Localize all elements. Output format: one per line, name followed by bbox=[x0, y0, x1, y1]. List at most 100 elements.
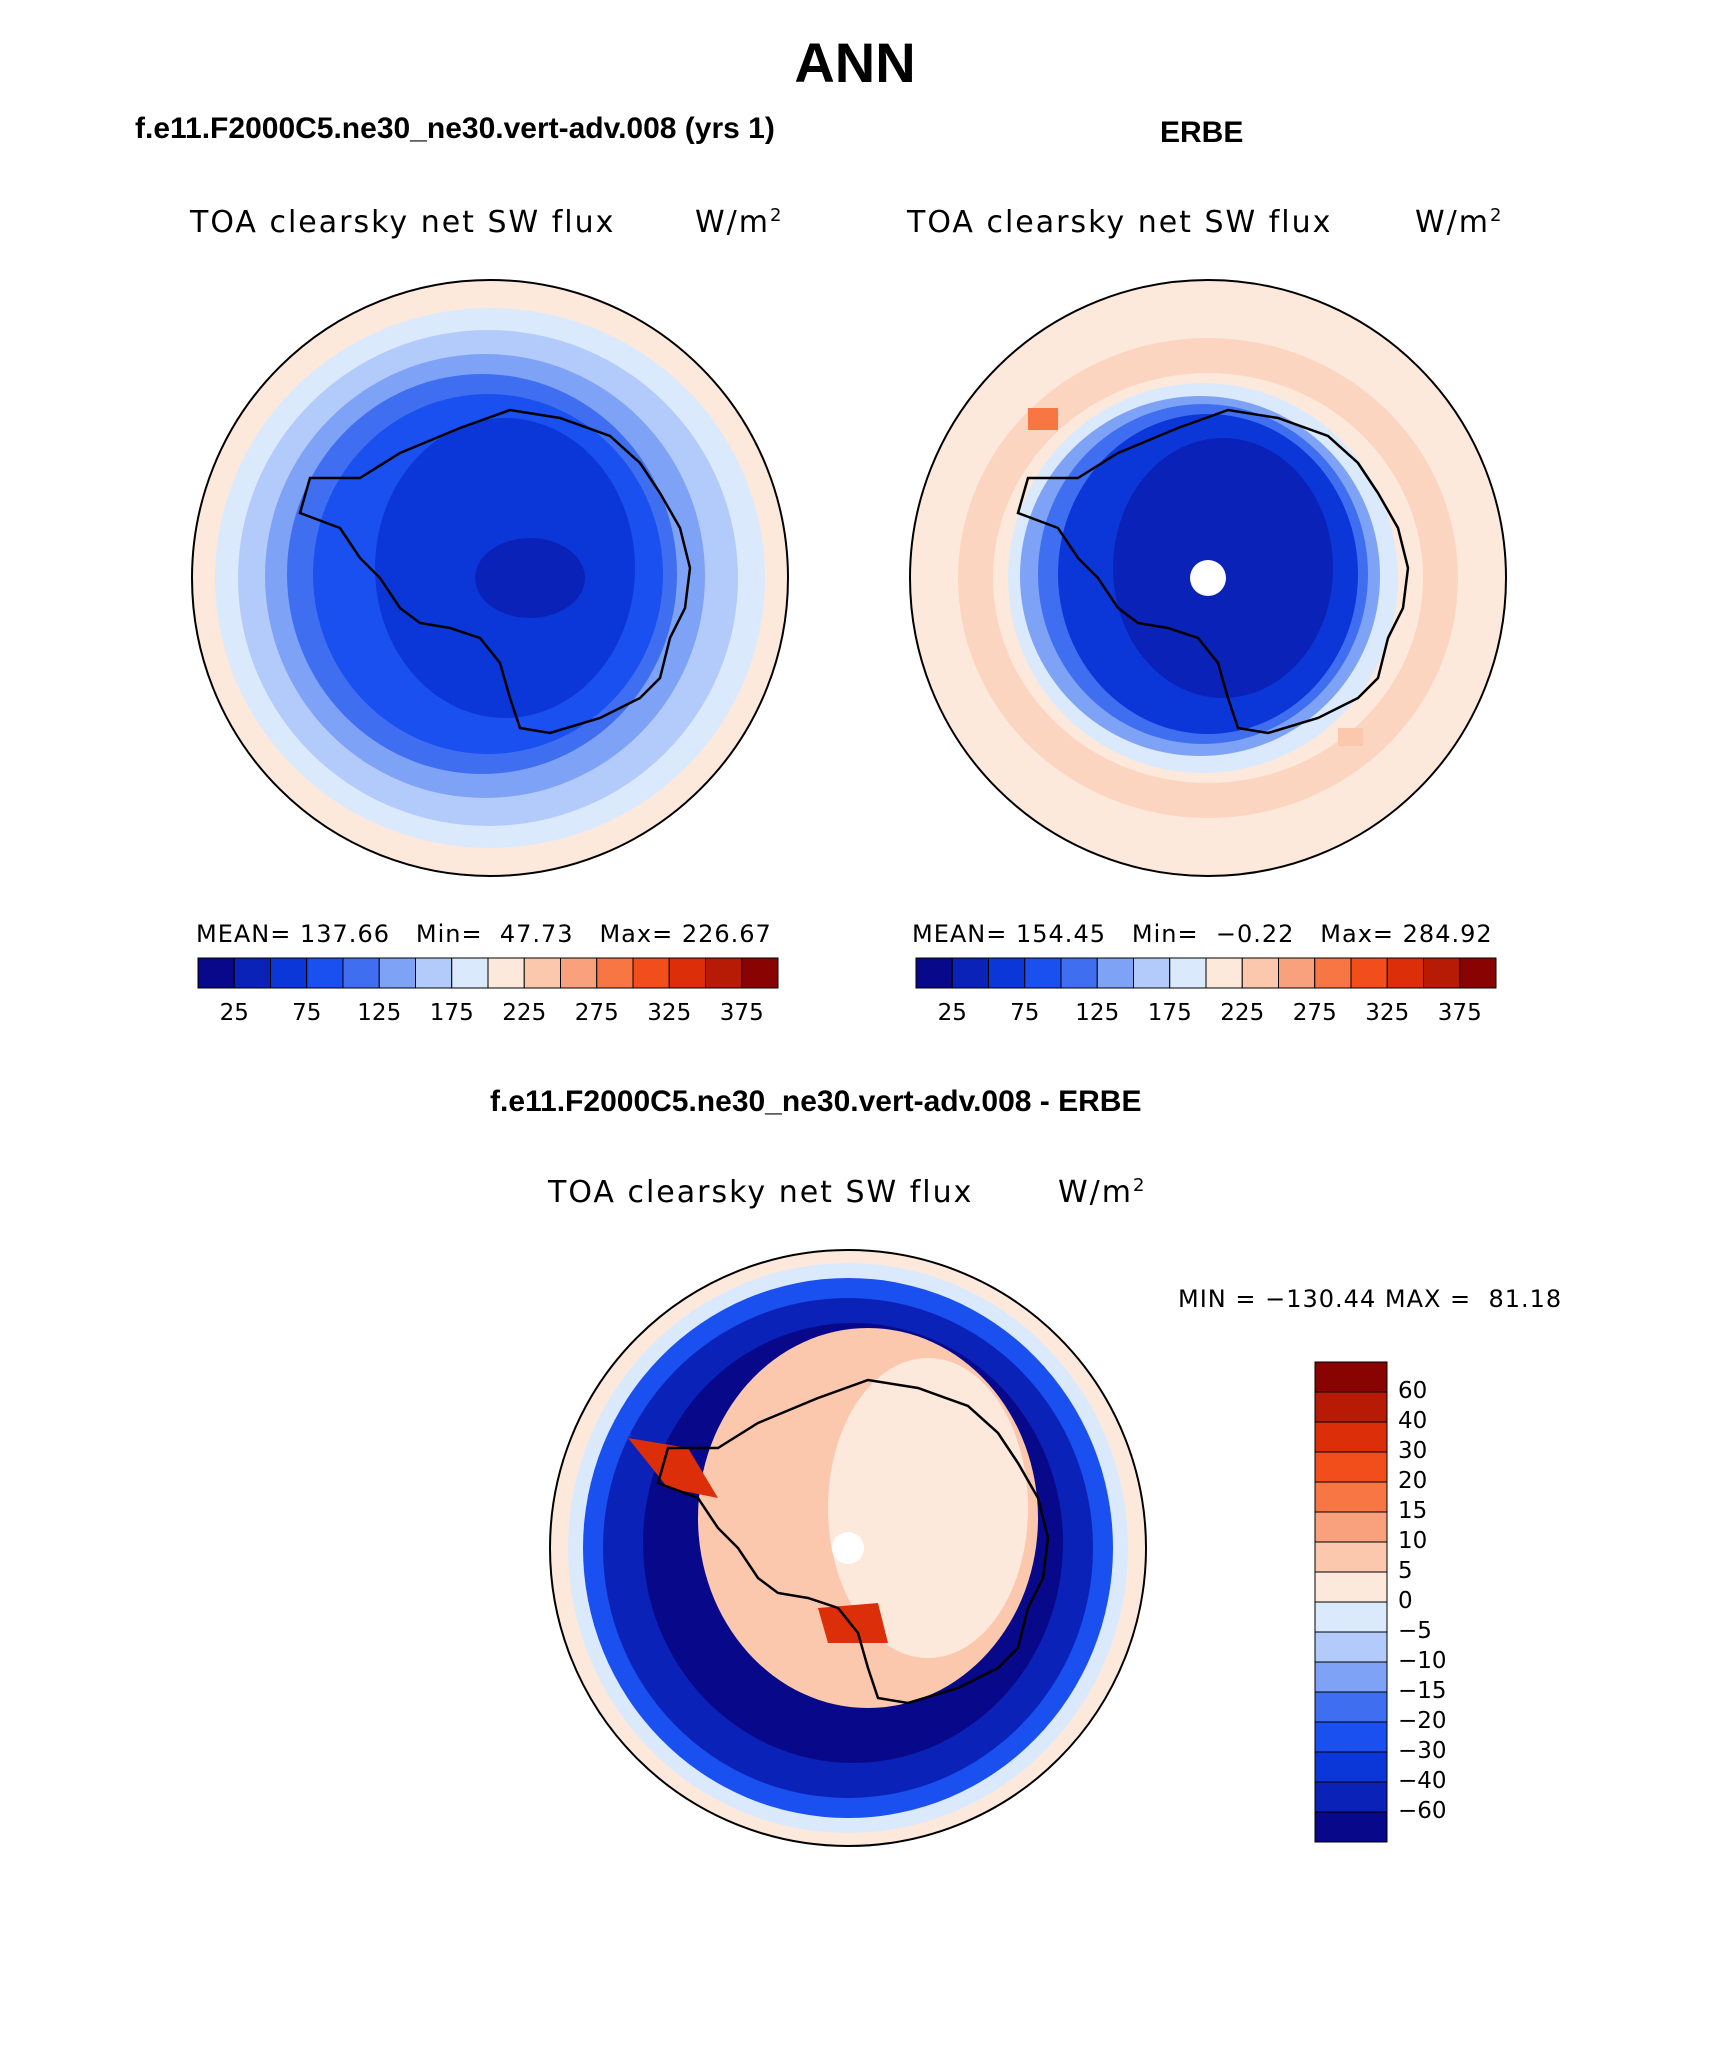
colorbar-swatch bbox=[1278, 957, 1316, 989]
colorbar-tick-label: 60 bbox=[1398, 1378, 1428, 1404]
colorbar-swatch bbox=[1423, 957, 1461, 989]
colorbar-swatch bbox=[1314, 1571, 1388, 1603]
colorbar-tick-label: 225 bbox=[502, 1000, 547, 1026]
colorbar-swatch bbox=[487, 957, 525, 989]
colorbar-tick-label: 275 bbox=[574, 1000, 619, 1026]
colorbar-tick-label: 375 bbox=[1437, 1000, 1482, 1026]
colorbar-tick-label: 75 bbox=[292, 1000, 322, 1026]
model-stats: MEAN= 137.66 Min= 47.73 Max= 226.67 bbox=[196, 920, 772, 948]
obs-stats: MEAN= 154.45 Min= −0.22 Max= 284.92 bbox=[912, 920, 1493, 948]
colorbar-tick-label: 175 bbox=[429, 1000, 474, 1026]
antarctica-coastline bbox=[298, 408, 692, 735]
model-colorbar-ticks: 25 75 125 175 225 275 325 375 bbox=[198, 1000, 778, 1030]
colorbar-swatch bbox=[1314, 957, 1352, 989]
colorbar-swatch bbox=[705, 957, 743, 989]
colorbar-swatch bbox=[1386, 957, 1424, 989]
colorbar-tick-label: −30 bbox=[1398, 1738, 1447, 1764]
colorbar-swatch bbox=[1314, 1781, 1388, 1813]
colorbar-swatch bbox=[1350, 957, 1388, 989]
colorbar-swatch bbox=[342, 957, 380, 989]
colorbar-swatch bbox=[1314, 1451, 1388, 1483]
colorbar-tick-label: 225 bbox=[1220, 1000, 1265, 1026]
colorbar-swatch bbox=[951, 957, 989, 989]
colorbar-swatch bbox=[632, 957, 670, 989]
colorbar-swatch bbox=[1314, 1361, 1388, 1393]
colorbar-swatch bbox=[378, 957, 416, 989]
colorbar-tick-label: −10 bbox=[1398, 1648, 1447, 1674]
colorbar-swatch bbox=[1314, 1421, 1388, 1453]
colorbar-swatch bbox=[233, 957, 271, 989]
colorbar-tick-label: 20 bbox=[1398, 1468, 1428, 1494]
colorbar-swatch bbox=[1314, 1511, 1388, 1543]
colorbar-tick-label: −20 bbox=[1398, 1708, 1447, 1734]
diff-minmax: MIN = −130.44 MAX = 81.18 bbox=[1178, 1285, 1563, 1313]
colorbar-swatch bbox=[1314, 1601, 1388, 1633]
colorbar-tick-label: 125 bbox=[357, 1000, 402, 1026]
colorbar-tick-label: 125 bbox=[1075, 1000, 1120, 1026]
colorbar-swatch bbox=[306, 957, 344, 989]
colorbar-tick-label: −5 bbox=[1398, 1618, 1432, 1644]
colorbar-swatch bbox=[1133, 957, 1171, 989]
colorbar-swatch bbox=[1314, 1631, 1388, 1663]
antarctica-coastline bbox=[656, 1378, 1050, 1705]
colorbar-tick-label: 75 bbox=[1010, 1000, 1040, 1026]
colorbar-tick-label: 15 bbox=[1398, 1498, 1428, 1524]
colorbar-tick-label: 325 bbox=[1365, 1000, 1410, 1026]
obs-case-label: ERBE bbox=[1160, 116, 1244, 149]
colorbar-swatch bbox=[596, 957, 634, 989]
colorbar-swatch bbox=[270, 957, 308, 989]
colorbar-swatch bbox=[523, 957, 561, 989]
colorbar-tick-label: 325 bbox=[647, 1000, 692, 1026]
obs-polar-map bbox=[909, 279, 1507, 877]
colorbar-swatch bbox=[451, 957, 489, 989]
colorbar-swatch bbox=[1314, 1751, 1388, 1783]
colorbar-swatch bbox=[1024, 957, 1062, 989]
model-polar-map bbox=[191, 279, 789, 877]
colorbar-tick-label: 25 bbox=[937, 1000, 967, 1026]
antarctica-coastline bbox=[1016, 408, 1410, 735]
colorbar-tick-label: −60 bbox=[1398, 1798, 1447, 1824]
diff-polar-map bbox=[549, 1249, 1147, 1847]
colorbar-swatch bbox=[1205, 957, 1243, 989]
colorbar-swatch bbox=[1060, 957, 1098, 989]
diff-variable-title: TOA clearsky net SW flux bbox=[548, 1175, 974, 1210]
colorbar-swatch bbox=[668, 957, 706, 989]
colorbar-tick-label: −15 bbox=[1398, 1678, 1447, 1704]
colorbar-swatch bbox=[1314, 1811, 1388, 1843]
colorbar-tick-label: 30 bbox=[1398, 1438, 1428, 1464]
colorbar-swatch bbox=[915, 957, 953, 989]
colorbar-tick-label: 10 bbox=[1398, 1528, 1428, 1554]
diff-colorbar bbox=[1314, 1361, 1388, 1843]
colorbar-swatch bbox=[1314, 1691, 1388, 1723]
diff-case-label: f.e11.F2000C5.ne30_ne30.vert-adv.008 - E… bbox=[490, 1085, 1142, 1118]
obs-variable-title: TOA clearsky net SW flux bbox=[907, 205, 1333, 240]
colorbar-tick-label: 40 bbox=[1398, 1408, 1428, 1434]
colorbar-swatch bbox=[1096, 957, 1134, 989]
diff-colorbar-ticks: 60 40 30 20 15 10 5 0 −5 −10 −15 −20 −30 −40 −60 bbox=[1398, 1362, 1518, 1842]
model-colorbar bbox=[197, 957, 779, 989]
obs-colorbar bbox=[915, 957, 1497, 989]
colorbar-swatch bbox=[1241, 957, 1279, 989]
colorbar-swatch bbox=[415, 957, 453, 989]
colorbar-swatch bbox=[1459, 957, 1497, 989]
colorbar-swatch bbox=[1314, 1661, 1388, 1693]
colorbar-swatch bbox=[1314, 1481, 1388, 1513]
colorbar-tick-label: 375 bbox=[719, 1000, 764, 1026]
colorbar-swatch bbox=[560, 957, 598, 989]
colorbar-swatch bbox=[1169, 957, 1207, 989]
obs-colorbar-ticks: 25 75 125 175 225 275 325 375 bbox=[916, 1000, 1496, 1030]
model-units: W/m2 bbox=[695, 205, 784, 240]
colorbar-swatch bbox=[1314, 1391, 1388, 1423]
colorbar-swatch bbox=[197, 957, 235, 989]
colorbar-tick-label: −40 bbox=[1398, 1768, 1447, 1794]
colorbar-tick-label: 25 bbox=[219, 1000, 249, 1026]
colorbar-tick-label: 5 bbox=[1398, 1558, 1413, 1584]
figure-title: ANN bbox=[794, 31, 916, 94]
colorbar-swatch bbox=[1314, 1721, 1388, 1753]
model-case-label: f.e11.F2000C5.ne30_ne30.vert-adv.008 (yr… bbox=[135, 112, 775, 145]
colorbar-swatch bbox=[1314, 1541, 1388, 1573]
diff-units: W/m2 bbox=[1058, 1175, 1147, 1210]
obs-units: W/m2 bbox=[1415, 205, 1504, 240]
colorbar-swatch bbox=[741, 957, 779, 989]
colorbar-tick-label: 175 bbox=[1147, 1000, 1192, 1026]
